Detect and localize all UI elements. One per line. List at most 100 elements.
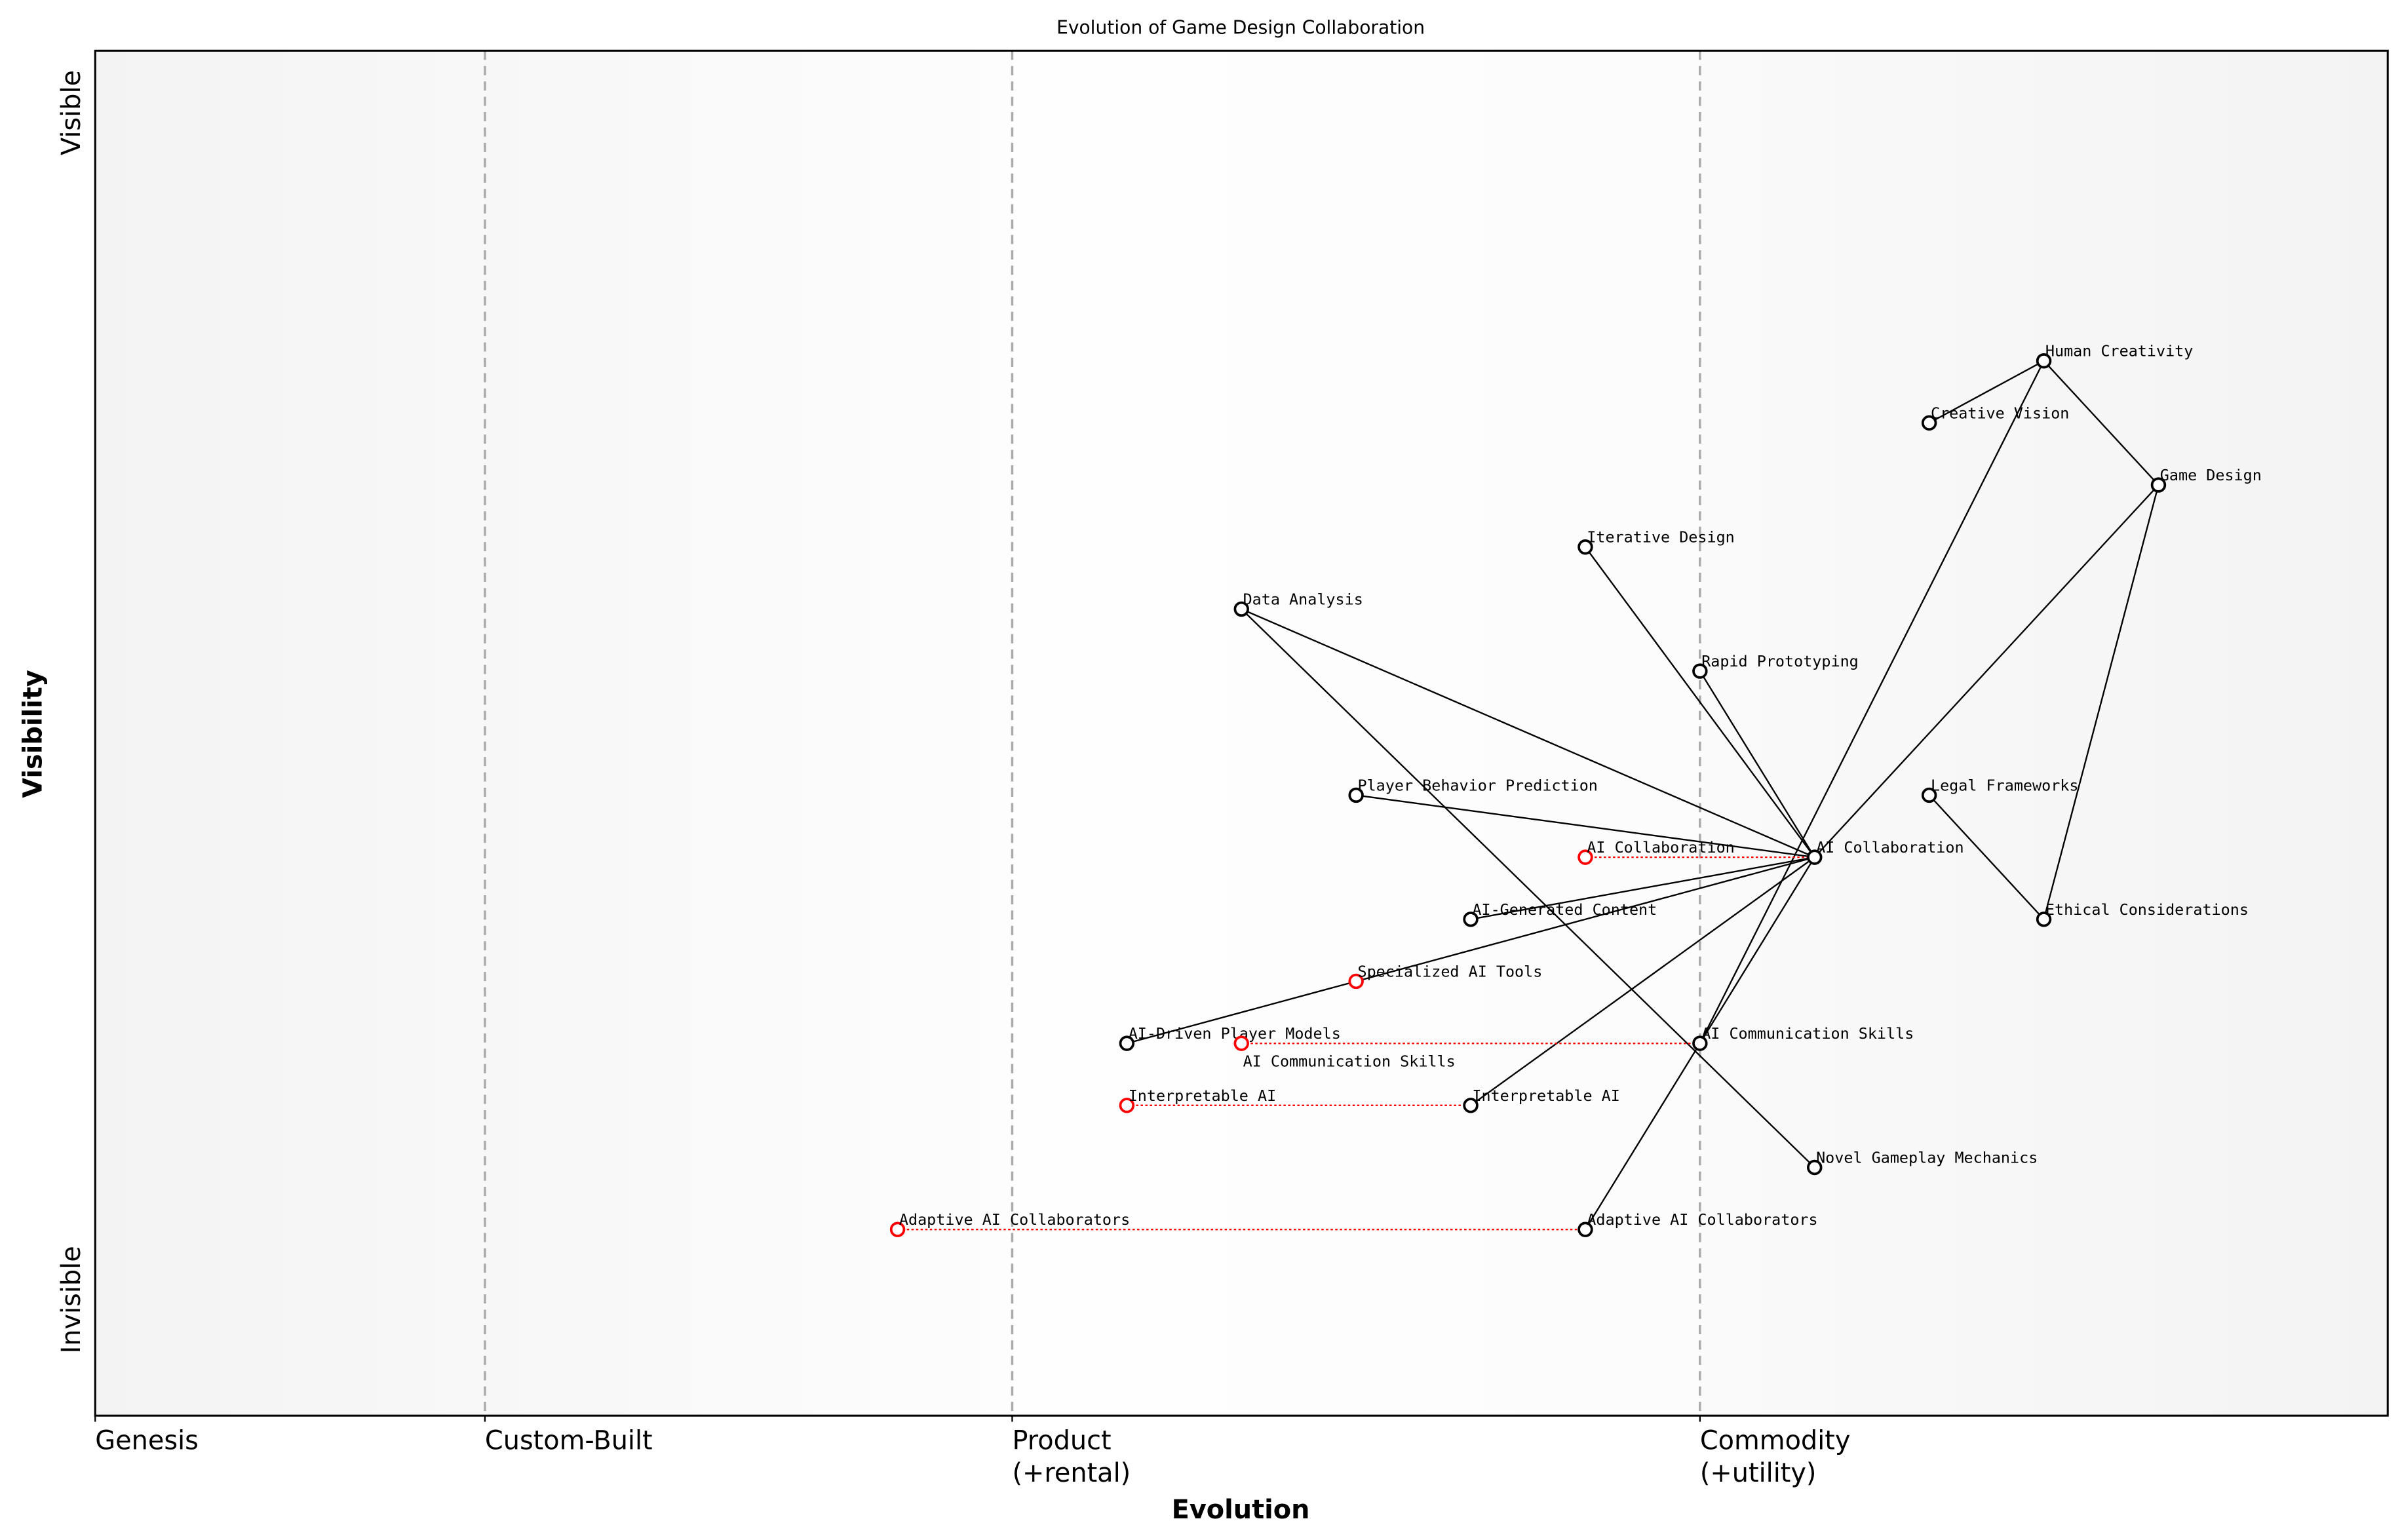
dependency-link	[2043, 484, 2159, 920]
dependency-link	[1585, 547, 1815, 858]
dependency-link	[1356, 794, 1815, 858]
component: Game Design	[2150, 466, 2262, 493]
x-tick-label-line: Commodity	[1700, 1426, 1851, 1456]
component-marker	[1463, 912, 1479, 927]
component-label: Adaptive AI Collaborators	[899, 1210, 1130, 1229]
dependency-link	[1470, 856, 1815, 920]
dependency-link	[1928, 794, 2045, 920]
component: Adaptive AI Collaborators	[1577, 1210, 1818, 1237]
component-label: Novel Gameplay Mechanics	[1816, 1148, 2038, 1166]
dependency-link	[1241, 608, 1815, 1168]
component: Interpretable AI	[1463, 1087, 1620, 1113]
component-marker	[1233, 1035, 1249, 1051]
evolution-lines	[897, 856, 1815, 1231]
component-label: AI Communication Skills	[1243, 1052, 1456, 1070]
dependency-link	[1584, 1043, 1701, 1230]
component-label: Interpretable AI	[1472, 1087, 1619, 1105]
x-tick-label: Product (+rental)	[1012, 1426, 1131, 1488]
dependency-link	[1813, 484, 2159, 858]
component-label: Creative Vision	[1931, 404, 2069, 422]
x-tick-labels: Genesis Custom-Built Product (+rental) Commo…	[94, 1415, 1851, 1488]
x-tick-label-line: Product	[1012, 1426, 1111, 1456]
y-tick-label: Visible	[56, 70, 87, 155]
x-tick-label-line: (+utility)	[1700, 1458, 1817, 1488]
component-marker	[1692, 1035, 1708, 1051]
component-label: Player Behavior Prediction	[1358, 776, 1598, 794]
component-marker	[1577, 849, 1593, 865]
component-label: AI Communication Skills	[1701, 1024, 1914, 1043]
dependency-link	[1241, 608, 1815, 858]
stage-background	[95, 50, 485, 1416]
dependency-link	[1699, 360, 2045, 1044]
component: Ethical Considerations	[2036, 900, 2249, 927]
component: Creative Vision	[1921, 404, 2069, 431]
component-label: Ethical Considerations	[2045, 900, 2249, 919]
plot-frame	[94, 49, 2389, 1417]
component-label: Interpretable AI	[1129, 1087, 1276, 1105]
stage-background	[1699, 50, 2388, 1416]
component: AI Communication Skills	[1233, 1035, 1456, 1070]
stage-dividers	[484, 50, 1701, 1416]
stage-backgrounds	[95, 50, 2388, 1416]
components: Human Creativity Creative Vision Game Desi…	[889, 342, 2262, 1237]
component-marker	[1921, 415, 1937, 431]
stage-background	[1012, 50, 1700, 1416]
component: AI-Driven Player Models	[1119, 1024, 1341, 1051]
component: Specialized AI Tools	[1348, 962, 1543, 990]
dependency-links	[1127, 360, 2159, 1230]
component-label: Data Analysis	[1243, 590, 1363, 608]
y-tick-label: Invisible	[56, 1246, 87, 1353]
dependency-link	[1127, 980, 1357, 1045]
component: Rapid Prototyping	[1692, 652, 1859, 679]
dependency-link	[1355, 856, 1815, 982]
component: Iterative Design	[1577, 528, 1735, 555]
component-label: Iterative Design	[1587, 528, 1734, 547]
component-marker	[1463, 1098, 1479, 1113]
x-tick-label-line: Genesis	[95, 1426, 199, 1456]
component-marker	[2036, 912, 2052, 927]
x-tick-label: Custom-Built	[485, 1426, 653, 1456]
x-tick-label: Commodity (+utility)	[1700, 1426, 1851, 1488]
component-marker	[1348, 787, 1364, 803]
component-marker	[1807, 849, 1823, 865]
component: Data Analysis	[1233, 590, 1363, 617]
component-marker	[1577, 539, 1593, 555]
component: Legal Frameworks	[1921, 776, 2078, 803]
x-axis-label: Evolution	[1172, 1495, 1310, 1525]
x-tick-label-line: Custom-Built	[485, 1426, 653, 1456]
component-label: Game Design	[2160, 466, 2262, 484]
component-marker	[1119, 1098, 1135, 1113]
dependency-link	[1699, 857, 1815, 1044]
stage-background	[484, 50, 1013, 1416]
component-label: Rapid Prototyping	[1701, 652, 1859, 670]
dependency-link	[2043, 360, 2159, 486]
component: Interpretable AI	[1119, 1087, 1276, 1113]
component: AI Collaboration	[1577, 838, 1735, 865]
component-marker	[1233, 601, 1249, 617]
component-label: Human Creativity	[2045, 342, 2193, 360]
component: AI Collaboration	[1807, 838, 1964, 865]
x-tick-label-line: (+rental)	[1012, 1458, 1131, 1488]
component-marker	[889, 1222, 906, 1237]
component-marker	[2150, 477, 2167, 493]
y-axis-label: Visibility	[18, 670, 48, 798]
component-label: Specialized AI Tools	[1358, 962, 1543, 980]
dependency-link	[1470, 857, 1815, 1106]
component-marker	[2036, 353, 2052, 369]
component: AI Communication Skills	[1692, 1024, 1914, 1051]
chart-title: Evolution of Game Design Collaboration	[1056, 17, 1425, 39]
y-tick-labels: Invisible Visible	[56, 70, 87, 1354]
component-marker	[1692, 663, 1708, 679]
component-label: AI Collaboration	[1816, 838, 1964, 857]
component-label: AI-Driven Player Models	[1129, 1024, 1341, 1043]
component: Novel Gameplay Mechanics	[1807, 1148, 2038, 1176]
component-marker	[1119, 1035, 1135, 1051]
component-label: Adaptive AI Collaborators	[1587, 1210, 1817, 1229]
component-label: AI Collaboration	[1587, 838, 1734, 857]
component-marker	[1921, 787, 1937, 803]
component: AI-Generated Content	[1463, 900, 1657, 927]
component: Adaptive AI Collaborators	[889, 1210, 1130, 1237]
component-marker	[1577, 1222, 1593, 1237]
component-label: AI-Generated Content	[1472, 900, 1657, 919]
